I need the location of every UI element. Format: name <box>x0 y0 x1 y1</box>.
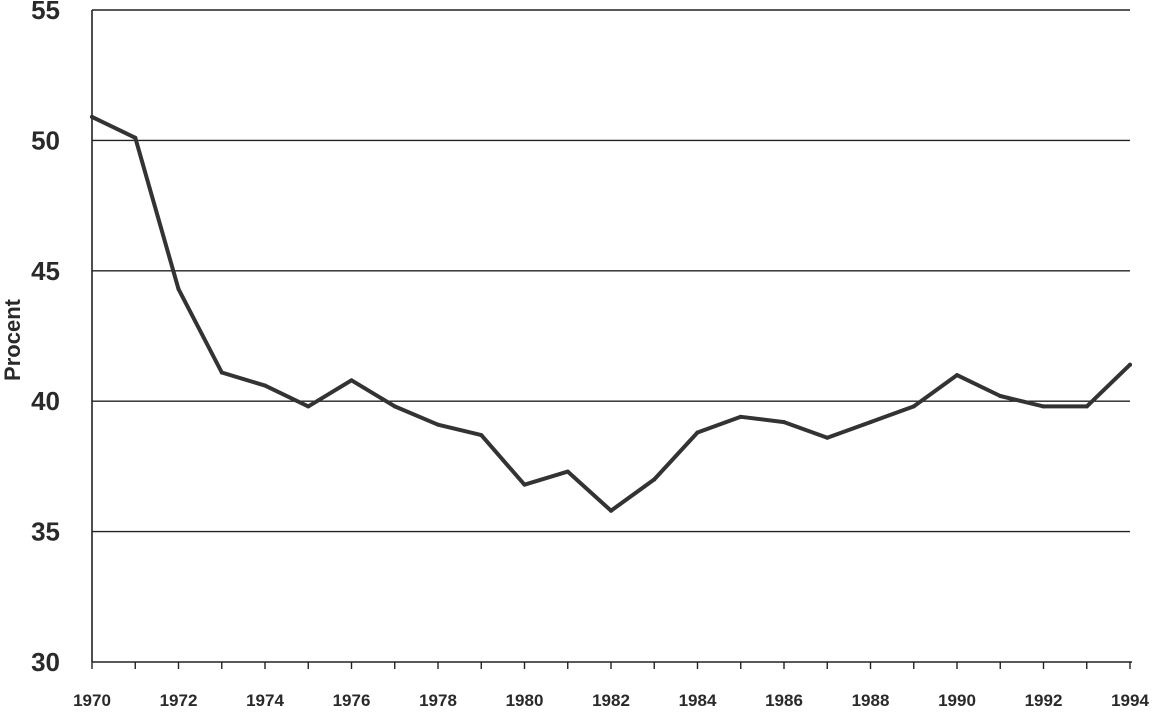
data-point-1993 <box>1084 404 1089 409</box>
x-tick-label: 1974 <box>246 691 284 710</box>
series-lines <box>90 114 1132 513</box>
data-point-1987 <box>825 435 830 440</box>
data-point-1983 <box>652 477 657 482</box>
data-point-1973 <box>219 370 224 375</box>
x-tick-label: 1990 <box>938 691 976 710</box>
x-tick-label: 1980 <box>506 691 544 710</box>
data-point-1985 <box>738 414 743 419</box>
data-point-1978 <box>436 422 440 427</box>
data-point-1971 <box>133 135 138 140</box>
series-line-0 <box>90 114 1132 513</box>
tick-labels: 30 35 40 45 50 55 1970 1972 1974 1976 1978 1980 1982… <box>31 0 1149 710</box>
x-tick-label: 1970 <box>73 691 111 710</box>
y-tick-label: 50 <box>31 125 60 155</box>
data-point-1982 <box>609 508 613 513</box>
data-point-1991 <box>998 393 1003 398</box>
x-tick-label: 1988 <box>852 691 890 710</box>
x-tick-label: 1976 <box>333 691 371 710</box>
data-point-1992 <box>1041 404 1046 409</box>
data-point-1990 <box>955 373 959 378</box>
gridlines <box>92 9 1130 533</box>
data-point-1988 <box>868 420 873 425</box>
data-point-1972 <box>176 287 181 292</box>
data-point-1986 <box>782 420 786 425</box>
data-point-1976 <box>349 378 354 383</box>
data-point-1979 <box>479 433 484 438</box>
x-tick-label: 1984 <box>679 691 717 710</box>
data-point-1977 <box>392 404 397 409</box>
data-point-1974 <box>263 383 267 388</box>
x-tick-label: 1986 <box>765 691 803 710</box>
y-tick-label: 30 <box>31 647 60 677</box>
data-point-1989 <box>911 404 916 409</box>
x-tick-label: 1978 <box>419 691 457 710</box>
data-point-1994 <box>1128 362 1132 367</box>
y-axis-title: Procent <box>0 298 25 381</box>
x-tick-label: 1982 <box>592 691 630 710</box>
y-tick-label: 55 <box>31 0 60 25</box>
y-tick-label: 40 <box>31 386 60 416</box>
data-point-1984 <box>695 430 700 435</box>
y-tick-label: 35 <box>31 517 60 547</box>
x-tick-label: 1994 <box>1111 691 1149 710</box>
data-point-1981 <box>565 469 570 474</box>
axes <box>91 10 1132 669</box>
data-point-1980 <box>522 482 527 487</box>
data-point-1970 <box>90 114 94 119</box>
x-tick-label: 1992 <box>1025 691 1063 710</box>
data-point-1975 <box>306 404 311 409</box>
y-tick-label: 45 <box>31 256 60 286</box>
x-tick-label: 1972 <box>160 691 198 710</box>
